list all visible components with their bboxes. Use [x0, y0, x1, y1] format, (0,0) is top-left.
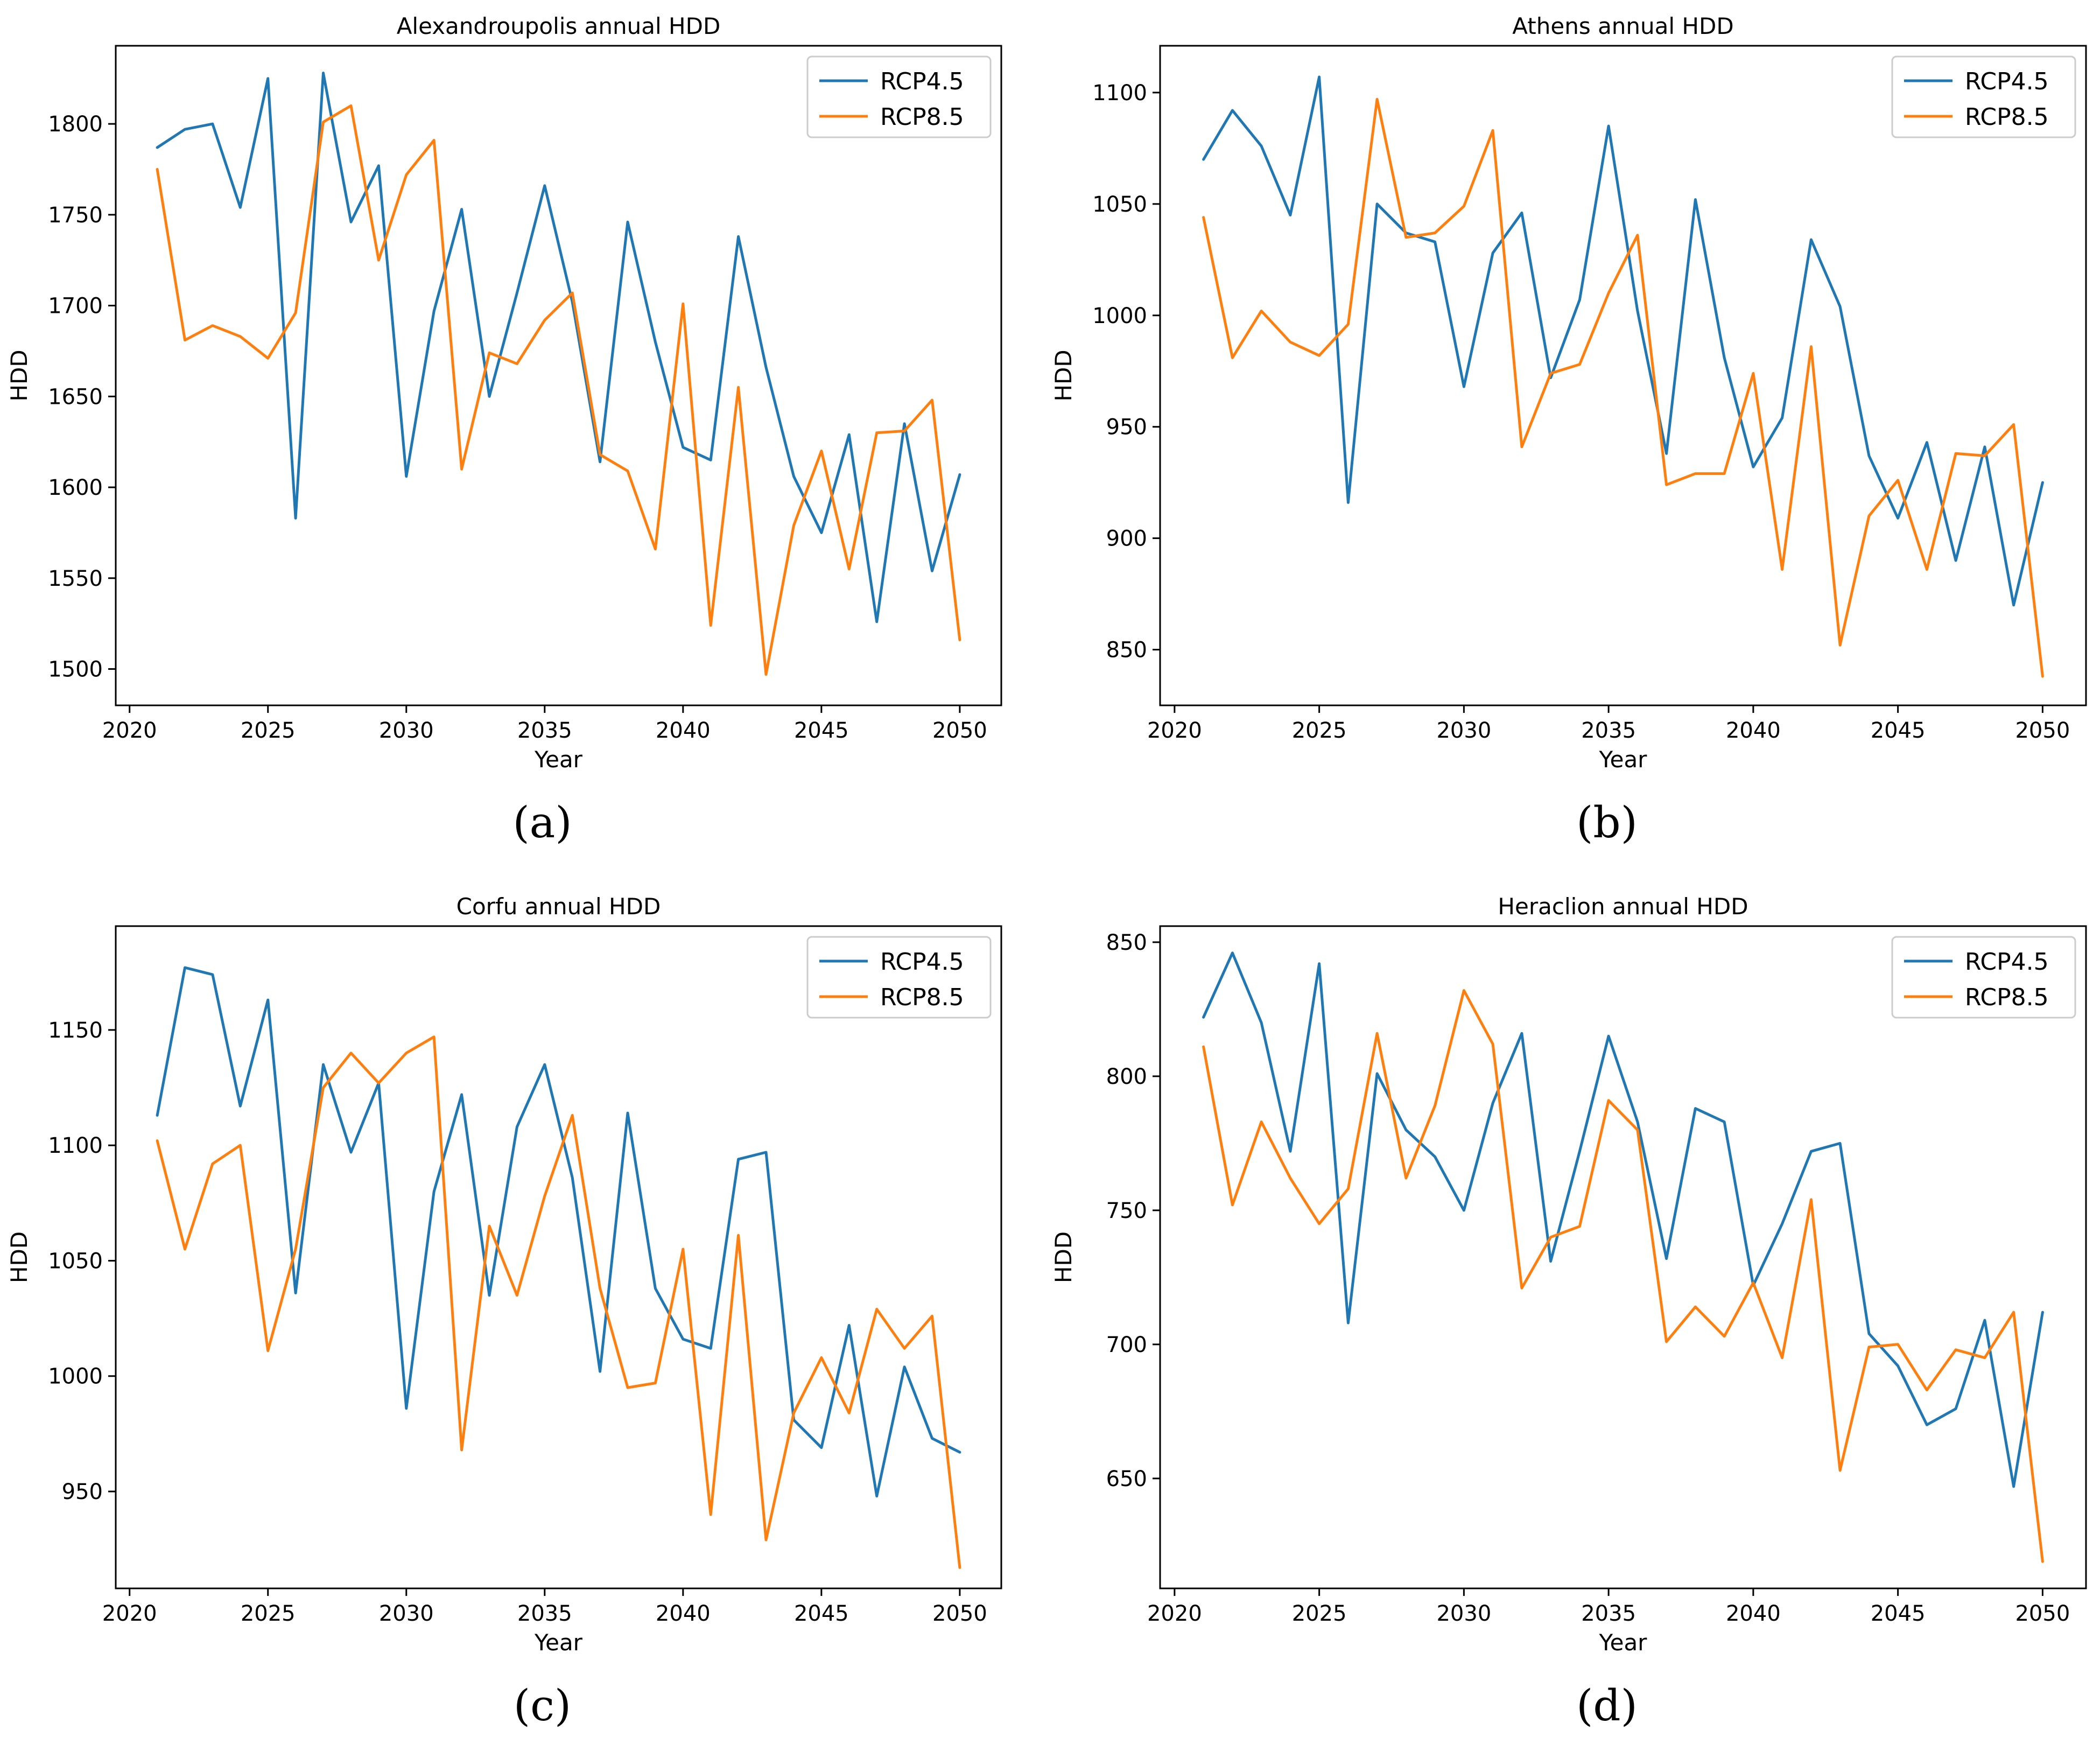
x-tick-label: 2045	[1871, 1601, 1926, 1626]
y-axis-label: HDD	[1050, 349, 1077, 401]
panel-label: (a)	[512, 797, 572, 848]
y-tick-label: 1000	[1092, 304, 1147, 328]
panel-label: (d)	[1576, 1680, 1638, 1731]
y-tick-label: 1700	[48, 294, 103, 319]
x-tick-label: 2025	[241, 718, 296, 743]
y-tick-label: 700	[1106, 1333, 1147, 1357]
legend-label: RCP8.5	[880, 984, 964, 1011]
x-tick-label: 2035	[517, 1601, 572, 1626]
x-tick-label: 2045	[794, 718, 849, 743]
plot-area	[1159, 45, 2087, 706]
series-line-rcp45	[1202, 75, 2044, 607]
x-tick-label: 2025	[241, 1601, 296, 1626]
legend: RCP4.5 RCP8.5	[806, 55, 992, 138]
panel-label: (b)	[1576, 797, 1638, 848]
y-tick-label: 1600	[48, 475, 103, 500]
x-axis-label: Year	[1599, 746, 1648, 773]
legend-label: RCP4.5	[1965, 948, 2049, 976]
chart-panel-1: Alexandroupolis annual HDD 2020 2025 2030 20…	[6, 13, 1002, 848]
y-tick-label: 650	[1106, 1467, 1147, 1491]
y-tick-label: 850	[1106, 638, 1147, 663]
series-line-rcp85	[1202, 97, 2044, 678]
y-tick-label: 1800	[48, 112, 103, 137]
panel-label: (c)	[514, 1680, 571, 1731]
series-line-rcp85	[156, 104, 961, 676]
x-tick-label: 2035	[1581, 718, 1636, 743]
y-tick-label: 1050	[1092, 192, 1147, 217]
x-tick-label: 2030	[1436, 1601, 1491, 1626]
chart-title: Corfu annual HDD	[456, 893, 661, 920]
x-tick-label: 2020	[1147, 718, 1202, 743]
series-line-rcp85	[1202, 989, 2044, 1563]
x-tick-label: 2045	[794, 1601, 849, 1626]
x-axis-label: Year	[534, 1629, 583, 1656]
x-tick-label: 2035	[1581, 1601, 1636, 1626]
legend: RCP4.5 RCP8.5	[1891, 936, 2076, 1019]
x-tick-label: 2025	[1292, 1601, 1347, 1626]
series-line-rcp45	[156, 966, 961, 1498]
x-tick-label: 2040	[1726, 718, 1781, 743]
series-line-rcp45	[156, 72, 961, 624]
legend: RCP4.5 RCP8.5	[806, 936, 992, 1019]
y-axis-label: HDD	[1050, 1231, 1077, 1283]
x-tick-label: 2035	[517, 718, 572, 743]
y-axis-label: HDD	[6, 1231, 32, 1283]
y-tick-label: 1100	[48, 1133, 103, 1158]
y-tick-label: 1500	[48, 657, 103, 682]
x-tick-label: 2045	[1871, 718, 1926, 743]
x-tick-label: 2050	[932, 1601, 987, 1626]
y-axis-label: HDD	[6, 349, 32, 401]
chart-panel-3: Corfu annual HDD 2020 2025 2030 2035 2040 2045…	[6, 893, 1002, 1731]
x-tick-label: 2025	[1292, 718, 1347, 743]
x-axis-label: Year	[534, 746, 583, 773]
plot-area	[115, 45, 1002, 706]
legend-label: RCP8.5	[1965, 103, 2049, 131]
legend-label: RCP8.5	[1965, 984, 2049, 1011]
chart-title: Alexandroupolis annual HDD	[397, 13, 721, 39]
plot-area	[115, 925, 1002, 1589]
x-tick-label: 2030	[379, 718, 434, 743]
chart-panel-4: Heraclion annual HDD 2020 2025 2030 2035 2040…	[1050, 893, 2087, 1731]
y-tick-label: 1550	[48, 566, 103, 591]
y-tick-label: 1750	[48, 203, 103, 228]
legend-label: RCP4.5	[1965, 68, 2049, 95]
x-tick-label: 2020	[102, 1601, 157, 1626]
chart-panel-2: Athens annual HDD 2020 2025 2030 2035 2040 204…	[1050, 13, 2087, 848]
x-axis-label: Year	[1599, 1629, 1648, 1656]
y-tick-label: 1050	[48, 1249, 103, 1273]
x-tick-label: 2020	[102, 718, 157, 743]
series-line-rcp85	[156, 1035, 961, 1569]
y-tick-label: 750	[1106, 1199, 1147, 1223]
series-line-rcp45	[1202, 951, 2044, 1488]
legend-label: RCP4.5	[880, 948, 964, 976]
legend: RCP4.5 RCP8.5	[1891, 55, 2076, 138]
x-tick-label: 2040	[656, 1601, 711, 1626]
x-tick-label: 2040	[656, 718, 711, 743]
y-tick-label: 1650	[48, 384, 103, 409]
y-tick-label: 900	[1106, 527, 1147, 551]
y-tick-label: 1000	[48, 1364, 103, 1389]
x-tick-label: 2030	[379, 1601, 434, 1626]
chart-title: Athens annual HDD	[1512, 13, 1733, 39]
y-tick-label: 950	[1106, 415, 1147, 440]
x-tick-label: 2050	[2015, 1601, 2070, 1626]
y-tick-label: 1100	[1092, 81, 1147, 106]
legend-label: RCP4.5	[880, 68, 964, 95]
chart-title: Heraclion annual HDD	[1498, 893, 1748, 920]
legend-label: RCP8.5	[880, 103, 964, 131]
plot-area	[1159, 925, 2087, 1589]
y-tick-label: 800	[1106, 1064, 1147, 1089]
x-tick-label: 2050	[932, 718, 987, 743]
x-tick-label: 2030	[1436, 718, 1491, 743]
x-tick-label: 2050	[2015, 718, 2070, 743]
x-tick-label: 2020	[1147, 1601, 1202, 1626]
y-tick-label: 950	[62, 1480, 103, 1504]
x-tick-label: 2040	[1726, 1601, 1781, 1626]
y-tick-label: 850	[1106, 930, 1147, 955]
y-tick-label: 1150	[48, 1018, 103, 1043]
